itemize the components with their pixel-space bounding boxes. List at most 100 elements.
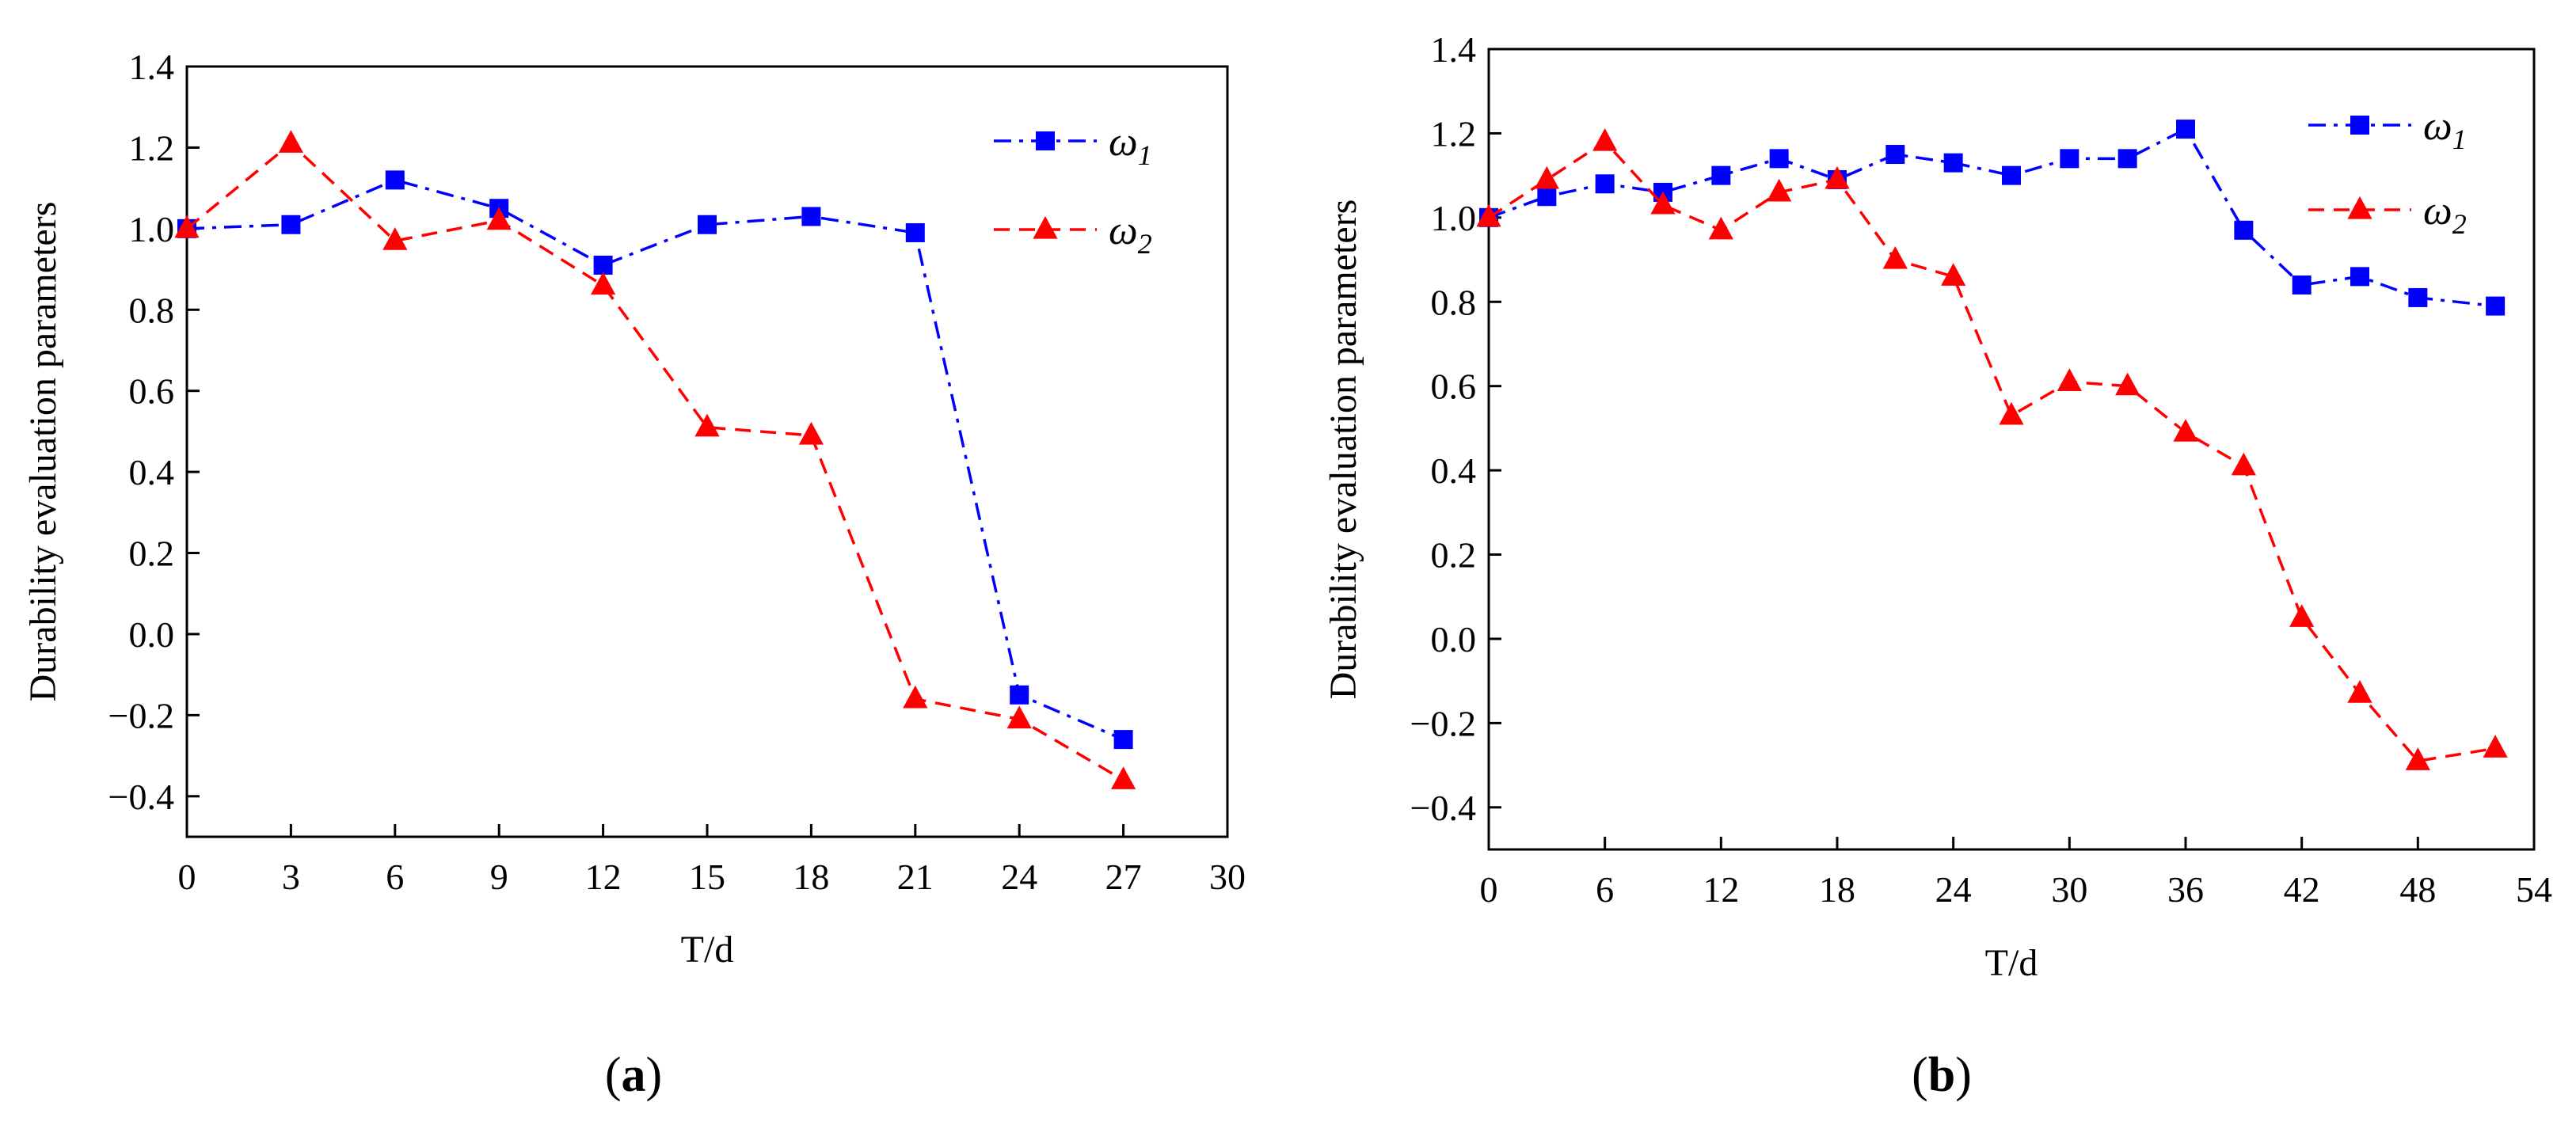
series-1-point <box>281 215 301 234</box>
y-tick-label: −0.4 <box>1410 788 1476 828</box>
series-1-point <box>2234 220 2254 240</box>
legend-subscript: 1 <box>1138 139 1152 171</box>
x-tick-label: 12 <box>585 857 622 897</box>
y-axis-title: Durability evaluation parameters <box>1322 200 1364 700</box>
y-tick-label: 0.0 <box>129 614 175 655</box>
y-tick-label: 0.4 <box>129 452 175 492</box>
series-2-point <box>2289 604 2315 627</box>
series-1-point <box>1010 685 1029 705</box>
y-tick-label: −0.4 <box>108 777 174 817</box>
y-tick-label: 0.2 <box>1431 535 1477 576</box>
x-tick-label: 18 <box>793 857 829 897</box>
series-1-point <box>1537 187 1557 207</box>
y-tick-label: 1.4 <box>1431 29 1477 70</box>
series-1-point <box>1943 153 1963 173</box>
series-2-point <box>1476 203 1501 227</box>
series-2-point <box>2405 747 2430 770</box>
series-1-point <box>2408 287 2428 307</box>
x-tick-label: 27 <box>1105 857 1142 897</box>
legend-entry-1: ω1 <box>994 120 1152 171</box>
legend-subscript: 2 <box>2452 208 2467 240</box>
series-2-point <box>694 413 720 437</box>
series-2-point <box>382 227 408 250</box>
series-1-line <box>186 178 1124 741</box>
y-tick-label: 0.8 <box>129 290 175 330</box>
x-tick-label: 6 <box>386 857 404 897</box>
legend-label: ω2 <box>2423 188 2467 240</box>
panel-label: (a) <box>605 1048 662 1102</box>
y-axis-title: Durability evaluation parameters <box>22 202 64 702</box>
panel-label-letter: a <box>622 1048 646 1102</box>
chart-panel-b: 0 6 12 18 24 30 36 42 48 54−0.4−0.20.00.20.40.60.… <box>1322 29 2552 1102</box>
x-tick-label: 3 <box>282 857 300 897</box>
x-tick-label: 6 <box>1596 869 1614 910</box>
series-2-point <box>1006 705 1032 729</box>
x-axis-title: T/d <box>681 929 734 971</box>
series-2-line <box>185 141 1124 781</box>
series-1-point <box>698 215 717 234</box>
legend-label: ω2 <box>1109 208 1152 260</box>
series-2-point <box>591 272 616 295</box>
series-2-point <box>1708 216 1733 240</box>
series-1-point <box>905 222 925 242</box>
series-1-point <box>385 170 405 190</box>
x-tick-label: 12 <box>1703 869 1739 910</box>
y-tick-label: 0.6 <box>1431 367 1477 407</box>
y-tick-label: −0.2 <box>108 695 174 735</box>
y-tick-label: 0.8 <box>1431 282 1477 322</box>
series-1-point <box>801 207 821 226</box>
panel-label-close-paren: ) <box>646 1048 663 1102</box>
y-tick-label: 1.0 <box>1431 198 1477 238</box>
series-2-point <box>1882 245 1908 269</box>
series-2-point <box>174 215 200 238</box>
panel-label-close-paren: ) <box>1955 1048 1972 1102</box>
series-1-point <box>1769 149 1789 169</box>
series-2-point <box>1650 191 1676 215</box>
legend-marker <box>2350 116 2369 135</box>
y-tick-label: 0.0 <box>1431 619 1477 659</box>
series-1-line <box>1488 127 2496 308</box>
series-2-point <box>2483 735 2508 758</box>
legend-label: ω1 <box>2423 104 2467 155</box>
series-1-point <box>1885 145 1905 165</box>
series-2-line <box>1488 139 2496 763</box>
x-tick-label: 54 <box>2516 869 2552 910</box>
legend-entry-1: ω1 <box>2308 104 2467 155</box>
series-1-point <box>2002 165 2021 185</box>
x-tick-label: 36 <box>2167 869 2204 910</box>
series-2-point <box>1111 766 1136 789</box>
series-1-point <box>2060 149 2079 169</box>
series-1-point <box>1113 730 1133 750</box>
legend-marker <box>1036 131 1055 150</box>
y-tick-label: 0.2 <box>129 534 175 574</box>
series-2 <box>174 130 1136 789</box>
series-2-point <box>1592 127 1618 151</box>
series-1-point <box>593 255 613 275</box>
x-tick-label: 48 <box>2399 869 2436 910</box>
x-tick-label: 0 <box>1480 869 1498 910</box>
series-1-point <box>2292 275 2312 294</box>
x-tick-label: 24 <box>1001 857 1037 897</box>
series-1-point <box>2176 120 2195 139</box>
legend-entry-2: ω2 <box>994 208 1152 260</box>
series-2-point <box>798 421 824 445</box>
series-2 <box>1476 127 2508 770</box>
series-2-point <box>1999 401 2024 425</box>
x-tick-label: 9 <box>490 857 508 897</box>
y-tick-label: 1.2 <box>1431 113 1477 154</box>
panel-label-open-paren: ( <box>1912 1048 1928 1102</box>
legend-symbol: ω <box>1109 208 1138 253</box>
y-tick-label: 1.4 <box>129 47 175 87</box>
x-tick-label: 15 <box>689 857 725 897</box>
x-tick-label: 42 <box>2284 869 2320 910</box>
legend-entry-2: ω2 <box>2308 188 2467 240</box>
series-2-point <box>1825 165 1850 189</box>
legend-symbol: ω <box>2423 104 2452 149</box>
y-tick-label: −0.2 <box>1410 703 1476 743</box>
series-1-point <box>2117 149 2137 169</box>
series-1-point <box>1595 174 1615 194</box>
series-2-point <box>1941 263 1966 286</box>
legend-subscript: 2 <box>1138 228 1152 260</box>
series-2-point <box>1534 165 1559 189</box>
